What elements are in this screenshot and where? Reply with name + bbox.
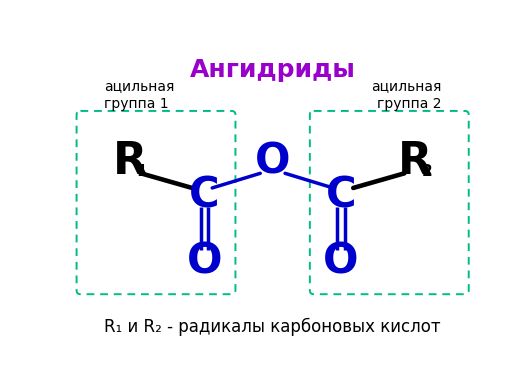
Text: O: O — [187, 240, 222, 282]
Text: ацильная
группа 1: ацильная группа 1 — [104, 80, 174, 111]
Text: C: C — [326, 175, 356, 217]
Text: O: O — [323, 240, 359, 282]
Text: C: C — [189, 175, 220, 217]
Text: R: R — [113, 140, 147, 183]
Text: Ангидриды: Ангидриды — [190, 58, 355, 82]
Text: ацильная
группа 2: ацильная группа 2 — [371, 80, 442, 111]
Text: 2: 2 — [421, 163, 432, 178]
Text: O: O — [255, 140, 290, 182]
Text: R: R — [398, 140, 433, 183]
Text: 1: 1 — [136, 163, 147, 178]
Text: R₁ и R₂ - радикалы карбоновых кислот: R₁ и R₂ - радикалы карбоновых кислот — [104, 318, 441, 336]
